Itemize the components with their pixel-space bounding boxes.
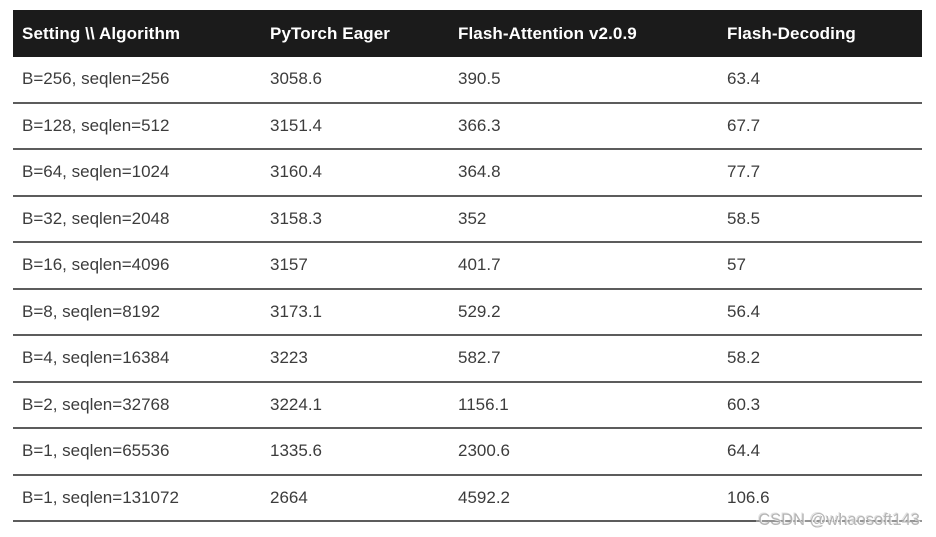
value-cell: 401.7	[449, 242, 718, 290]
value-cell: 390.5	[449, 57, 718, 104]
table-row: B=8, seqlen=8192 3173.1 529.2 56.4	[13, 288, 922, 336]
value-cell: 1335.6	[261, 428, 449, 476]
value-cell: 60.3	[718, 381, 922, 429]
value-cell: 3157	[261, 242, 449, 290]
table-header-row: Setting \\ Algorithm PyTorch Eager Flash…	[13, 10, 922, 57]
value-cell: 77.7	[718, 149, 922, 197]
setting-cell: B=256, seqlen=256	[13, 57, 261, 104]
setting-cell: B=32, seqlen=2048	[13, 195, 261, 243]
setting-cell: B=4, seqlen=16384	[13, 335, 261, 383]
table-body: B=256, seqlen=256 3058.6 390.5 63.4 B=128, s…	[13, 57, 922, 522]
table-row: B=128, seqlen=512 3151.4 366.3 67.7	[13, 102, 922, 150]
benchmark-table-container: Setting \\ Algorithm PyTorch Eager Flash…	[13, 10, 922, 522]
setting-cell: B=128, seqlen=512	[13, 102, 261, 150]
column-header-flash-decoding: Flash-Decoding	[718, 10, 922, 57]
value-cell: 366.3	[449, 102, 718, 150]
value-cell: 352	[449, 195, 718, 243]
value-cell: 57	[718, 242, 922, 290]
table-row: B=256, seqlen=256 3058.6 390.5 63.4	[13, 57, 922, 104]
setting-cell: B=8, seqlen=8192	[13, 288, 261, 336]
value-cell: 4592.2	[449, 474, 718, 522]
value-cell: 3158.3	[261, 195, 449, 243]
value-cell: 3160.4	[261, 149, 449, 197]
table-row: B=16, seqlen=4096 3157 401.7 57	[13, 242, 922, 290]
table-row: B=32, seqlen=2048 3158.3 352 58.5	[13, 195, 922, 243]
table-row: B=64, seqlen=1024 3160.4 364.8 77.7	[13, 149, 922, 197]
table-row: B=1, seqlen=65536 1335.6 2300.6 64.4	[13, 428, 922, 476]
table-row: B=1, seqlen=131072 2664 4592.2 106.6	[13, 474, 922, 522]
value-cell: 364.8	[449, 149, 718, 197]
benchmark-table: Setting \\ Algorithm PyTorch Eager Flash…	[13, 10, 922, 522]
value-cell: 2664	[261, 474, 449, 522]
value-cell: 58.5	[718, 195, 922, 243]
value-cell: 58.2	[718, 335, 922, 383]
value-cell: 582.7	[449, 335, 718, 383]
csdn-watermark: CSDN @whaosoft143	[756, 511, 922, 530]
value-cell: 3173.1	[261, 288, 449, 336]
value-cell: 67.7	[718, 102, 922, 150]
table-row: B=4, seqlen=16384 3223 582.7 58.2	[13, 335, 922, 383]
value-cell: 106.6	[718, 474, 922, 522]
setting-cell: B=1, seqlen=131072	[13, 474, 261, 522]
table-row: B=2, seqlen=32768 3224.1 1156.1 60.3	[13, 381, 922, 429]
setting-cell: B=2, seqlen=32768	[13, 381, 261, 429]
column-header-setting: Setting \\ Algorithm	[13, 10, 261, 57]
value-cell: 3223	[261, 335, 449, 383]
column-header-pytorch-eager: PyTorch Eager	[261, 10, 449, 57]
setting-cell: B=16, seqlen=4096	[13, 242, 261, 290]
value-cell: 3058.6	[261, 57, 449, 104]
value-cell: 2300.6	[449, 428, 718, 476]
value-cell: 1156.1	[449, 381, 718, 429]
column-header-flash-attention: Flash-Attention v2.0.9	[449, 10, 718, 57]
setting-cell: B=1, seqlen=65536	[13, 428, 261, 476]
value-cell: 3151.4	[261, 102, 449, 150]
value-cell: 56.4	[718, 288, 922, 336]
value-cell: 64.4	[718, 428, 922, 476]
value-cell: 529.2	[449, 288, 718, 336]
value-cell: 3224.1	[261, 381, 449, 429]
setting-cell: B=64, seqlen=1024	[13, 149, 261, 197]
value-cell: 63.4	[718, 57, 922, 104]
